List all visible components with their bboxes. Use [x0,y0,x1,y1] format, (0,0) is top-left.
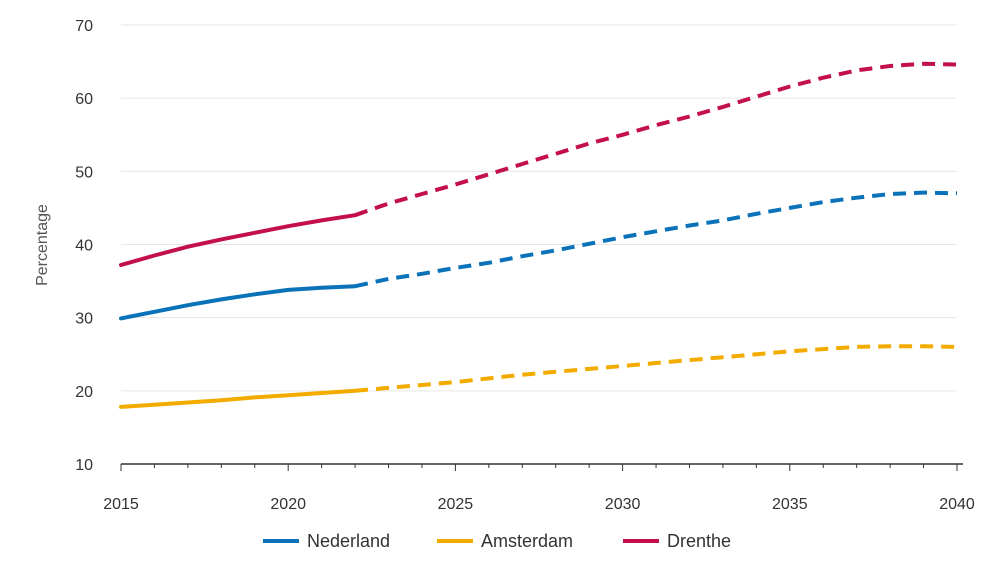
series-projection-drenthe [354,61,958,218]
y-tick-label: 10 [75,457,93,474]
y-tick-label: 70 [75,18,93,35]
y-tick-label: 60 [75,91,93,108]
y-tick-label: 20 [75,384,93,401]
series-projection-amsterdam [354,344,958,393]
y-axis: 10 20 30 40 50 60 70 [75,18,93,474]
legend: Nederland Amsterdam Drenthe [263,531,731,551]
x-tick-label: 2035 [772,496,808,513]
x-tick-label: 2015 [103,496,139,513]
series-line-amsterdam [119,388,358,409]
gridlines [121,24,957,392]
legend-label-amsterdam: Amsterdam [481,531,573,551]
y-tick-label: 40 [75,238,93,255]
y-tick-label: 30 [75,311,93,328]
series-line-drenthe [119,213,358,267]
series-line-nederland [119,284,358,321]
legend-label-drenthe: Drenthe [667,531,731,551]
legend-label-nederland: Nederland [307,531,390,551]
series-lines [119,61,958,409]
y-tick-label: 50 [75,164,93,181]
x-axis: 2015 2020 2025 2030 2035 2040 [103,463,975,513]
x-tick-label: 2025 [438,496,474,513]
x-tick-label: 2020 [270,496,306,513]
series-projection-nederland [354,190,958,289]
y-axis-title: Percentage [34,204,51,286]
x-tick-label: 2040 [939,496,975,513]
x-tick-label: 2030 [605,496,641,513]
